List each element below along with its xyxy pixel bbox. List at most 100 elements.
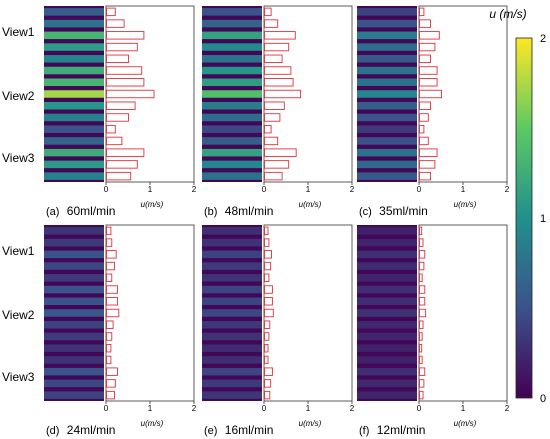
velocity-stripe	[202, 66, 262, 75]
velocity-stripe	[202, 238, 262, 247]
x-tick-label: 1	[306, 404, 311, 413]
velocity-bar-plot: 0 1 2 u(m/s)	[104, 5, 197, 209]
velocity-stripe	[44, 160, 104, 169]
velocity-bar-plot: 0 1 2 u(m/s)	[262, 224, 355, 428]
x-tick-label: 1	[461, 185, 466, 194]
velocity-stripe	[44, 227, 104, 235]
velocity-stripe	[357, 43, 417, 51]
velocity-stripe	[44, 344, 104, 352]
velocity-stripe	[202, 19, 262, 28]
velocity-image	[44, 6, 104, 182]
velocity-bar	[106, 308, 120, 318]
velocity-bar	[106, 31, 145, 40]
velocity-bar	[106, 66, 143, 75]
velocity-stripe	[202, 101, 262, 110]
velocity-bar	[419, 250, 426, 259]
velocity-stripe	[357, 31, 417, 40]
velocity-bar	[106, 171, 132, 181]
x-axis-label: u(m/s)	[299, 419, 322, 428]
velocity-bar	[264, 89, 302, 99]
velocity-stripe	[357, 137, 417, 145]
panel-6: 0 1 2 u(m/s) (f) 12ml/min	[357, 224, 510, 437]
velocity-bar	[264, 148, 297, 157]
velocity-stripe	[44, 31, 104, 40]
velocity-bar	[419, 7, 425, 17]
velocity-bar	[106, 367, 118, 376]
velocity-stripe	[357, 274, 417, 282]
velocity-stripe	[202, 262, 262, 270]
velocity-stripe	[202, 309, 262, 317]
plot-frame	[105, 224, 195, 402]
velocity-stripe	[357, 356, 417, 364]
view-label: View2	[2, 308, 35, 322]
x-tick-label: 0	[104, 404, 109, 413]
x-tick-label: 0	[262, 404, 267, 413]
velocity-stripe	[357, 238, 417, 247]
velocity-stripe	[44, 285, 104, 294]
velocity-stripe	[357, 19, 417, 28]
view-label: View2	[2, 89, 35, 103]
velocity-stripe	[202, 90, 262, 98]
colorbar-tick-mid: 1	[540, 213, 546, 225]
velocity-bar	[264, 160, 290, 169]
velocity-bar	[419, 148, 438, 157]
velocity-bar	[419, 66, 438, 75]
velocity-bar	[106, 273, 113, 283]
velocity-bar	[106, 160, 138, 169]
x-tick-label: 0	[262, 185, 267, 194]
x-tick-label: 2	[350, 404, 355, 413]
panel-2: 0 1 2 u(m/s) (b) 48ml/min	[202, 5, 355, 218]
plot-frame	[263, 224, 353, 402]
view-label: View3	[2, 151, 35, 165]
velocity-stripe	[357, 90, 417, 98]
velocity-bar	[419, 238, 424, 247]
velocity-bar	[264, 332, 270, 341]
velocity-stripe	[202, 391, 262, 399]
velocity-stripe	[202, 172, 262, 180]
velocity-stripe	[202, 125, 262, 133]
velocity-stripe	[202, 148, 262, 157]
x-tick-label: 1	[148, 185, 153, 194]
velocity-bar	[264, 66, 292, 75]
velocity-bar-plot: 0 1 2 u(m/s)	[417, 5, 510, 209]
velocity-bar	[106, 261, 115, 271]
velocity-bar	[264, 226, 269, 236]
velocity-stripe	[202, 320, 262, 329]
velocity-bar	[106, 390, 115, 400]
velocity-bar-plot: 0 1 2 u(m/s)	[417, 224, 510, 428]
velocity-bar	[264, 171, 283, 181]
velocity-stripe	[202, 43, 262, 51]
velocity-bar	[106, 320, 114, 329]
velocity-stripe	[357, 160, 417, 169]
velocity-bar	[264, 320, 271, 329]
velocity-stripe	[357, 66, 417, 75]
view-label-group: View1 View2 View3 View1 View2 View3	[2, 25, 35, 384]
velocity-stripe	[357, 55, 417, 63]
colorbar-tick-min: 0	[540, 393, 546, 405]
x-tick-label: 1	[306, 185, 311, 194]
velocity-bar	[419, 160, 436, 169]
velocity-stripe	[202, 379, 262, 388]
velocity-bar	[419, 226, 423, 236]
view-label: View1	[2, 25, 35, 39]
velocity-bar	[419, 379, 425, 388]
x-tick-label: 2	[505, 404, 510, 413]
velocity-bar	[264, 19, 279, 28]
velocity-bar	[264, 78, 294, 87]
velocity-bar	[106, 343, 112, 353]
velocity-stripe	[202, 356, 262, 364]
x-tick-label: 2	[505, 185, 510, 194]
panel-caption: (c) 35ml/min	[359, 204, 428, 218]
velocity-bar	[264, 250, 272, 259]
velocity-bar	[419, 31, 440, 40]
velocity-bar	[419, 355, 423, 365]
velocity-stripe	[44, 379, 104, 388]
velocity-stripe	[357, 172, 417, 180]
x-tick-label: 1	[148, 404, 153, 413]
velocity-bar	[106, 54, 129, 64]
velocity-stripe	[357, 250, 417, 259]
velocity-stripe	[357, 391, 417, 399]
velocity-bar	[419, 332, 423, 341]
velocity-bar	[106, 19, 125, 28]
velocity-stripe	[44, 148, 104, 157]
